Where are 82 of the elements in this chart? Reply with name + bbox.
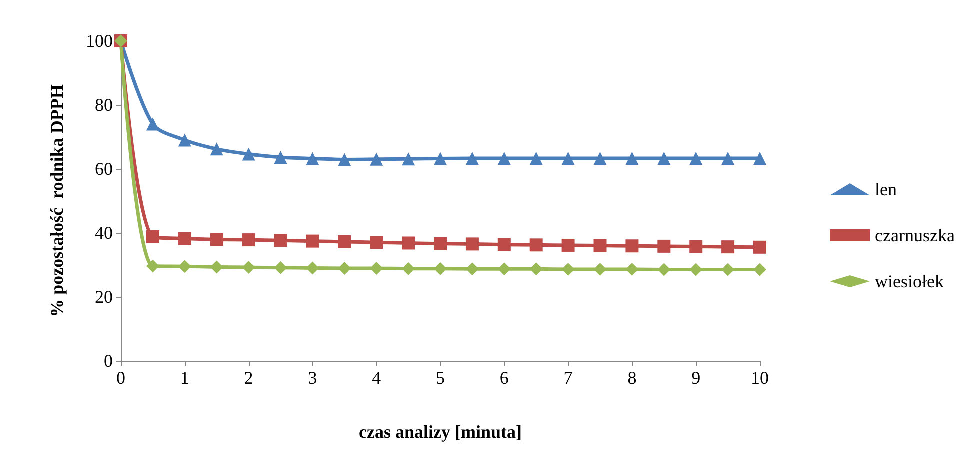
point bbox=[402, 236, 416, 250]
point bbox=[242, 148, 256, 161]
point bbox=[434, 262, 447, 276]
y-tick-label: 0 bbox=[104, 351, 113, 371]
point bbox=[530, 152, 543, 165]
point bbox=[658, 240, 671, 253]
point bbox=[562, 152, 575, 165]
y-tick-label: 60 bbox=[95, 159, 113, 179]
point bbox=[466, 152, 479, 165]
x-tick-label: 4 bbox=[372, 368, 382, 388]
point bbox=[658, 263, 671, 276]
point bbox=[434, 237, 447, 250]
point bbox=[434, 152, 447, 166]
point bbox=[146, 118, 160, 131]
point bbox=[178, 134, 192, 147]
legend-label: len bbox=[875, 180, 898, 200]
y-axis-title: % pozostałość rodnika DPPH bbox=[47, 84, 67, 318]
x-tick-label: 0 bbox=[116, 368, 126, 388]
point bbox=[626, 240, 639, 253]
point bbox=[466, 238, 479, 251]
point bbox=[562, 262, 575, 276]
point bbox=[722, 240, 735, 254]
x-tick-label: 7 bbox=[564, 368, 573, 388]
point bbox=[306, 152, 320, 166]
point bbox=[338, 262, 352, 276]
point bbox=[306, 262, 320, 275]
point bbox=[722, 263, 735, 276]
point bbox=[146, 260, 160, 273]
point bbox=[594, 239, 607, 252]
point bbox=[498, 152, 511, 165]
point bbox=[594, 152, 607, 165]
point bbox=[722, 152, 735, 165]
point bbox=[594, 262, 607, 276]
x-tick-label: 2 bbox=[244, 368, 254, 388]
point bbox=[370, 236, 384, 250]
point bbox=[626, 262, 639, 276]
point bbox=[338, 153, 352, 166]
point bbox=[658, 152, 671, 165]
legend-label: czarnuszka bbox=[875, 226, 956, 246]
x-tick-label: 8 bbox=[628, 368, 637, 388]
point bbox=[466, 262, 479, 276]
point bbox=[690, 263, 703, 276]
point bbox=[274, 261, 288, 274]
x-tick-label: 10 bbox=[751, 368, 769, 388]
legend-label: wiesiołek bbox=[875, 272, 944, 292]
point bbox=[178, 232, 192, 246]
point bbox=[370, 152, 384, 166]
y-tick-label: 100 bbox=[86, 31, 113, 51]
point bbox=[690, 240, 703, 254]
x-tick-label: 9 bbox=[692, 368, 701, 388]
point bbox=[498, 262, 511, 276]
point bbox=[530, 262, 543, 276]
point bbox=[274, 150, 288, 164]
point bbox=[754, 152, 766, 165]
point bbox=[242, 234, 256, 247]
point bbox=[530, 238, 543, 252]
point bbox=[754, 240, 766, 254]
point bbox=[210, 142, 224, 156]
y-tick-label: 80 bbox=[95, 95, 113, 115]
point bbox=[338, 235, 352, 248]
x-tick-label: 6 bbox=[500, 368, 509, 388]
point bbox=[626, 152, 639, 165]
point bbox=[306, 234, 320, 248]
point bbox=[402, 262, 416, 276]
point bbox=[370, 262, 384, 276]
x-tick-label: 1 bbox=[180, 368, 190, 388]
point bbox=[402, 152, 416, 166]
point bbox=[210, 233, 224, 246]
point bbox=[210, 260, 224, 274]
point bbox=[242, 261, 256, 274]
x-tick-label: 5 bbox=[436, 368, 445, 388]
x-tick-label: 3 bbox=[308, 368, 318, 388]
y-tick-label: 40 bbox=[95, 223, 113, 243]
point bbox=[146, 230, 160, 244]
point bbox=[498, 238, 511, 252]
x-axis-title: czas analizy [minuta] bbox=[359, 422, 522, 442]
point bbox=[562, 238, 575, 252]
point bbox=[754, 263, 766, 276]
point bbox=[690, 152, 703, 165]
point bbox=[274, 234, 288, 248]
y-tick-label: 20 bbox=[95, 287, 113, 307]
point bbox=[178, 260, 192, 274]
